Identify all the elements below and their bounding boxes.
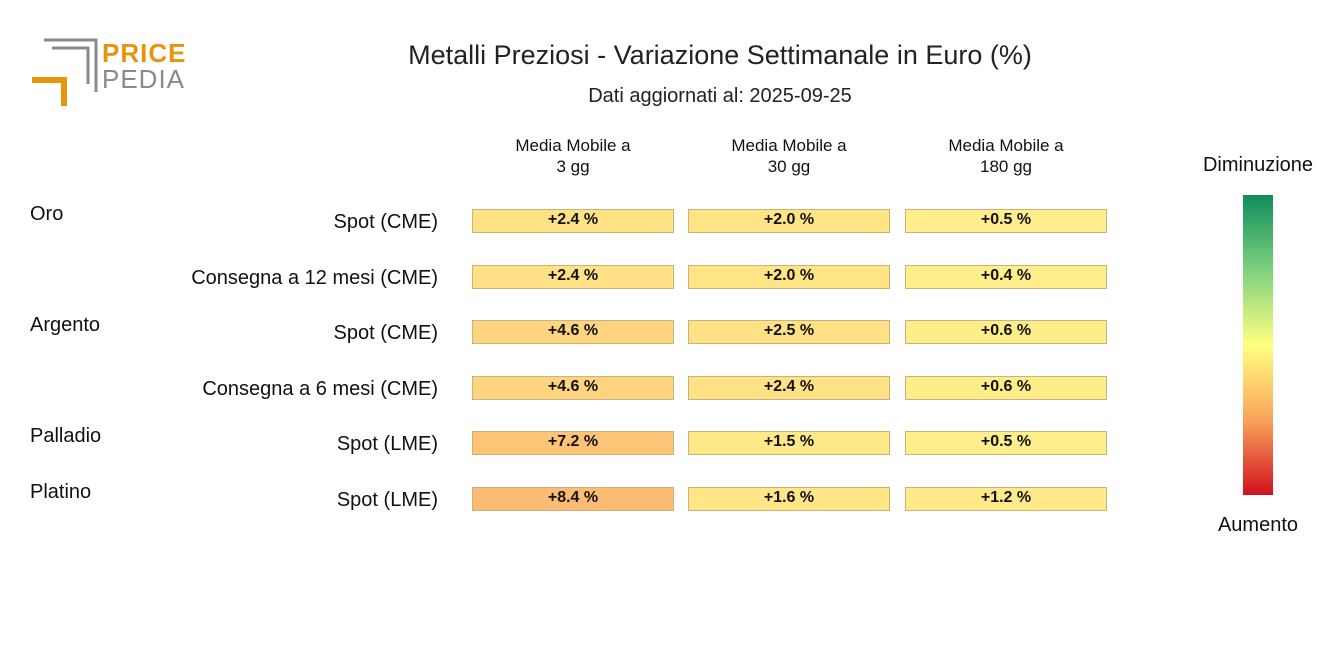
group-label: Oro bbox=[30, 203, 64, 225]
heatmap-cell: +8.4 % bbox=[472, 487, 674, 511]
heatmap-cell: +0.6 % bbox=[905, 375, 1107, 400]
heatmap-cell: +1.2 % bbox=[905, 487, 1107, 511]
heatmap-cell: +0.5 % bbox=[905, 431, 1107, 456]
heatmap-cell: +2.4 % bbox=[472, 209, 674, 233]
heatmap-cell: +1.6 % bbox=[688, 487, 890, 511]
column-header-2: Media Mobile a 180 gg bbox=[948, 136, 1064, 176]
column-header-1: Media Mobile a 30 gg bbox=[731, 136, 847, 176]
group-label: Argento bbox=[30, 314, 101, 337]
row-label: Spot (CME) bbox=[333, 211, 438, 233]
logo-mark-icon bbox=[32, 38, 98, 106]
group-label: Palladio bbox=[30, 425, 102, 448]
heatmap-cell: +2.4 % bbox=[688, 375, 890, 400]
heatmap-cell: +2.0 % bbox=[688, 264, 890, 289]
heatmap-cell: +2.4 % bbox=[472, 264, 674, 289]
heatmap-cell: +7.2 % bbox=[472, 431, 674, 456]
heatmap-cell: +1.5 % bbox=[688, 431, 890, 456]
group-label: Platino bbox=[30, 481, 92, 503]
row-label: Consegna a 6 mesi (CME) bbox=[202, 377, 438, 400]
row-label: Spot (LME) bbox=[336, 489, 438, 511]
logo-word-pedia: PEDIA bbox=[102, 64, 186, 94]
legend-top-label: Diminuzione bbox=[1202, 154, 1314, 176]
heatmap-cell: +4.6 % bbox=[472, 320, 674, 345]
heatmap-cell: +4.6 % bbox=[472, 375, 674, 400]
heatmap-cell: +0.5 % bbox=[905, 209, 1107, 233]
heatmap-cell: +0.6 % bbox=[905, 320, 1107, 345]
chart-subtitle: Dati aggiornati al: 2025-09-25 bbox=[588, 85, 852, 107]
chart-title: Metalli Preziosi - Variazione Settimanal… bbox=[408, 40, 1032, 70]
row-label: Consegna a 12 mesi (CME) bbox=[191, 266, 438, 289]
column-header-0: Media Mobile a 3 gg bbox=[515, 136, 631, 176]
legend-bottom-label: Aumento bbox=[1217, 514, 1299, 536]
heatmap-cell: +2.0 % bbox=[688, 209, 890, 233]
heatmap-cell: +0.4 % bbox=[905, 264, 1107, 289]
row-label: Spot (CME) bbox=[333, 322, 438, 345]
legend-color-bar bbox=[1243, 195, 1273, 495]
row-label: Spot (LME) bbox=[336, 433, 438, 456]
pricepedia-logo: PRICE PEDIA bbox=[30, 38, 190, 110]
logo-word-price: PRICE bbox=[102, 38, 187, 68]
heatmap-cell: +2.5 % bbox=[688, 320, 890, 345]
